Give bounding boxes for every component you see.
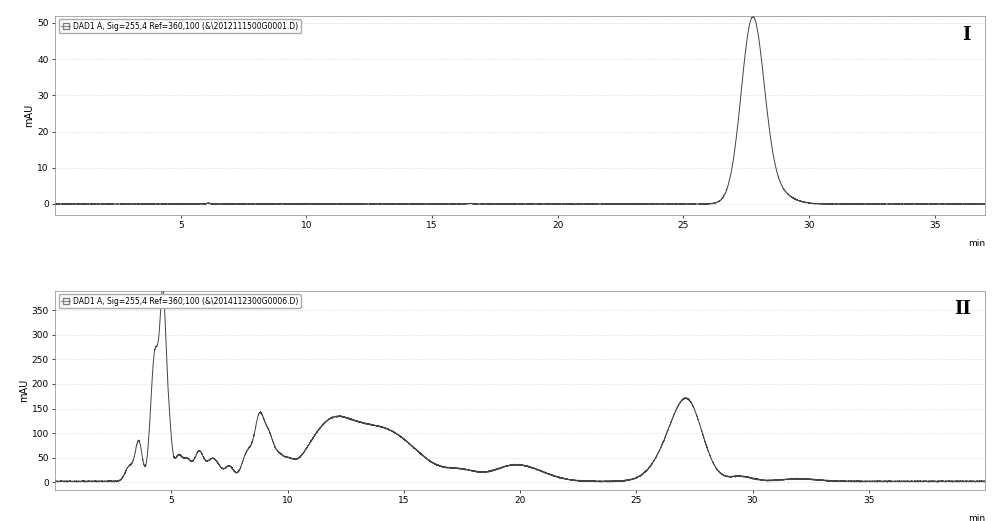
Text: min: min [968, 239, 985, 248]
Legend: DAD1 A, Sig=255,4 Ref=360,100 (&\2014112300G0006.D): DAD1 A, Sig=255,4 Ref=360,100 (&\2014112… [59, 294, 301, 308]
Legend: DAD1 A, Sig=255,4 Ref=360,100 (&\2012111500G0001.D): DAD1 A, Sig=255,4 Ref=360,100 (&\2012111… [59, 19, 301, 33]
Y-axis label: mAU: mAU [24, 104, 34, 127]
Text: I: I [963, 26, 971, 44]
Text: min: min [968, 514, 985, 521]
Text: II: II [954, 301, 971, 318]
Y-axis label: mAU: mAU [19, 379, 29, 402]
